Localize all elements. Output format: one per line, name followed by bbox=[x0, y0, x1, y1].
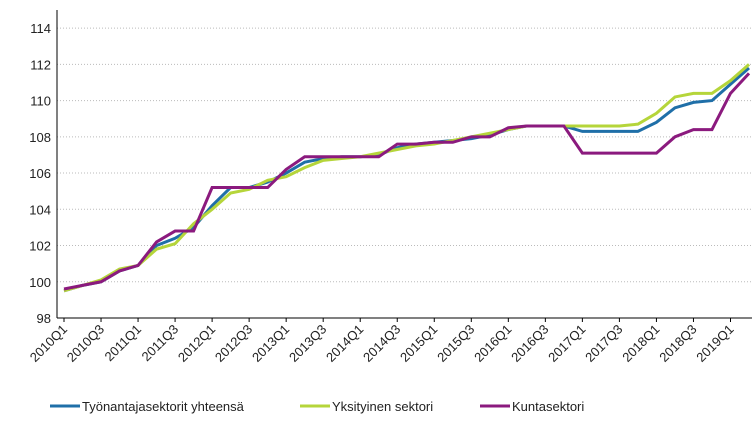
x-tick-label: 2015Q3 bbox=[434, 322, 477, 365]
line-series bbox=[63, 72, 751, 291]
legend-label: Työnantajasektorit yhteensä bbox=[82, 399, 245, 414]
x-tick-label: 2015Q1 bbox=[397, 322, 440, 365]
x-tick-label: 2010Q1 bbox=[27, 322, 70, 365]
x-tick-label: 2019Q1 bbox=[693, 322, 736, 365]
y-tick-label: 98 bbox=[37, 311, 51, 326]
line-series bbox=[63, 63, 750, 293]
y-tick-label: 104 bbox=[29, 202, 51, 217]
y-tick-label: 100 bbox=[29, 275, 51, 290]
x-tick-label: 2014Q3 bbox=[360, 322, 403, 365]
x-tick-label: 2017Q3 bbox=[582, 322, 625, 365]
line-series bbox=[63, 66, 750, 293]
y-tick-label: 114 bbox=[30, 21, 51, 36]
x-tick-label: 2011Q3 bbox=[139, 322, 182, 365]
y-tick-label: 102 bbox=[29, 239, 51, 254]
x-tick-label: 2017Q1 bbox=[545, 322, 588, 365]
x-tick-label: 2012Q1 bbox=[175, 322, 218, 365]
x-tick-label: 2018Q1 bbox=[619, 322, 662, 365]
y-tick-label: 106 bbox=[29, 166, 51, 181]
x-tick-label: 2011Q1 bbox=[102, 322, 145, 365]
x-tick-label: 2018Q3 bbox=[656, 322, 699, 365]
y-tick-label: 112 bbox=[30, 57, 51, 72]
x-tick-label: 2010Q3 bbox=[64, 322, 107, 365]
x-tick-label: 2014Q1 bbox=[323, 322, 366, 365]
y-tick-label: 110 bbox=[30, 94, 51, 109]
x-tick-label: 2016Q1 bbox=[471, 322, 514, 365]
y-tick-label: 108 bbox=[29, 130, 51, 145]
x-tick-label: 2013Q1 bbox=[249, 322, 292, 365]
legend-label: Kuntasektori bbox=[512, 399, 584, 414]
x-tick-label: 2016Q3 bbox=[508, 322, 551, 365]
legend-label: Yksityinen sektori bbox=[332, 399, 433, 414]
x-tick-label: 2012Q3 bbox=[212, 322, 255, 365]
x-tick-label: 2013Q3 bbox=[286, 322, 329, 365]
